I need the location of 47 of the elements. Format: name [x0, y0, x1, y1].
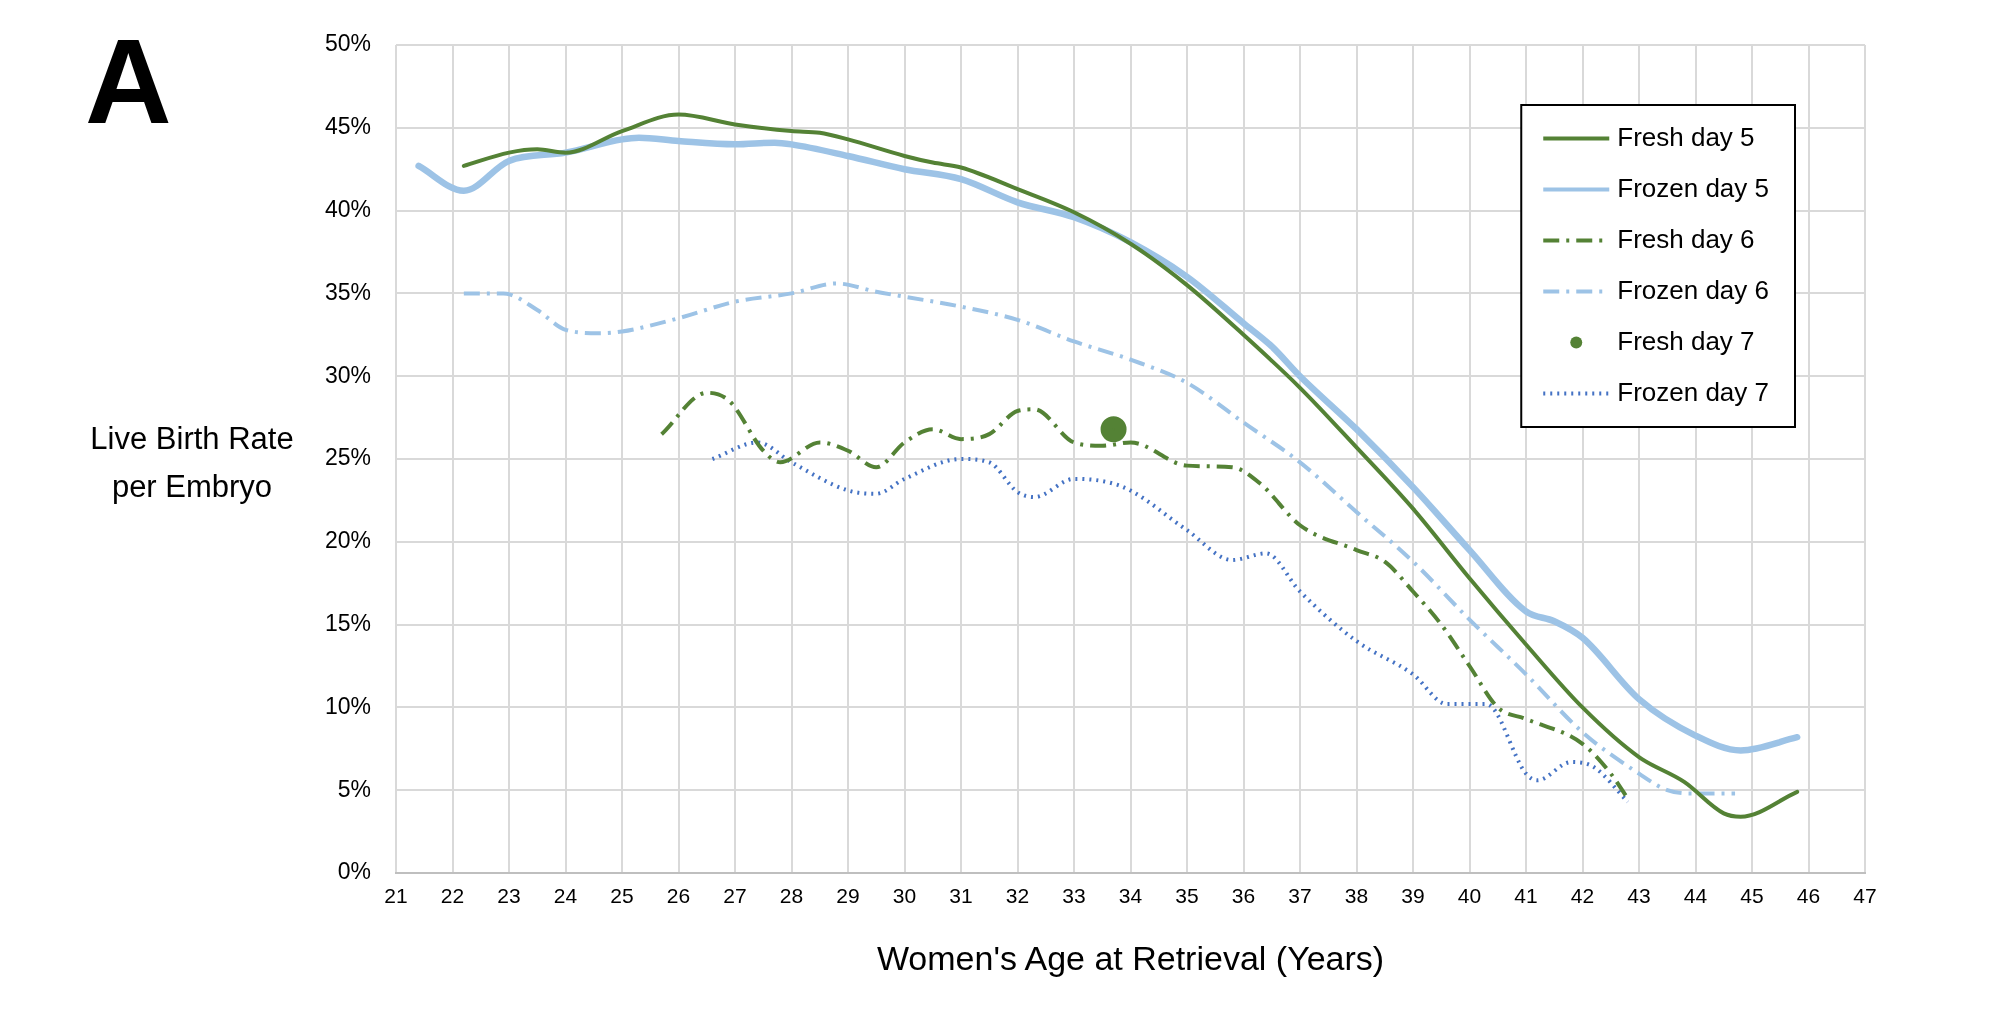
- text: A: [85, 14, 172, 149]
- legend-label: Frozen day 6: [1617, 274, 1769, 305]
- y-tick-label: 50%: [324, 30, 372, 57]
- x-tick-label: 36: [1231, 884, 1256, 908]
- x-tick-label: 26: [666, 884, 691, 908]
- legend-label: Fresh day 6: [1617, 223, 1755, 254]
- y-tick-label: 20%: [324, 527, 372, 554]
- x-tick-label: 44: [1683, 884, 1708, 908]
- y-tick-label: 45%: [324, 113, 372, 140]
- x-tick-label: 39: [1401, 884, 1425, 908]
- y-tick-label: 5%: [337, 775, 372, 802]
- x-tick-label: 29: [836, 884, 860, 908]
- y-tick-label: 40%: [324, 195, 372, 222]
- x-tick-label: 42: [1570, 884, 1595, 908]
- x-tick-label: 25: [610, 884, 634, 908]
- legend-label: Frozen day 7: [1617, 376, 1769, 407]
- x-tick-label: 41: [1514, 884, 1538, 908]
- y-axis-title: Live Birth Rate per Embryo: [90, 420, 294, 504]
- x-tick-label: 23: [497, 884, 521, 908]
- x-tick-label: 38: [1344, 884, 1369, 908]
- legend-label: Fresh day 5: [1617, 121, 1755, 152]
- y-tick-label: 0%: [337, 858, 372, 885]
- y-tick-label: 25%: [324, 444, 372, 471]
- x-tick-label: 30: [892, 884, 917, 908]
- y-tick-label: 10%: [324, 692, 372, 719]
- x-tick-label: 35: [1175, 884, 1199, 908]
- x-tick-label: 27: [723, 884, 747, 908]
- x-tick-label: 33: [1062, 884, 1086, 908]
- x-tick-label: 40: [1457, 884, 1482, 908]
- x-tick-label: 21: [384, 884, 408, 908]
- x-tick-label: 47: [1853, 884, 1877, 908]
- legend-label: Fresh day 7: [1617, 325, 1755, 356]
- x-tick-label: 28: [779, 884, 804, 908]
- y-tick-label: 15%: [324, 609, 372, 636]
- x-tick-label: 34: [1118, 884, 1143, 908]
- y-tick-label: 35%: [324, 278, 372, 305]
- x-tick-label: 22: [440, 884, 465, 908]
- x-tick-label: 46: [1796, 884, 1821, 908]
- x-tick-label: 24: [553, 884, 578, 908]
- x-axis-title: Women's Age at Retrieval (Years): [876, 938, 1385, 977]
- y-tick-label: 30%: [324, 361, 372, 388]
- x-tick-label: 43: [1627, 884, 1651, 908]
- x-tick-label: 45: [1740, 884, 1764, 908]
- x-tick-label: 32: [1005, 884, 1030, 908]
- x-tick-label: 37: [1288, 884, 1312, 908]
- x-tick-label: 31: [949, 884, 973, 908]
- legend-label: Frozen day 5: [1617, 172, 1769, 203]
